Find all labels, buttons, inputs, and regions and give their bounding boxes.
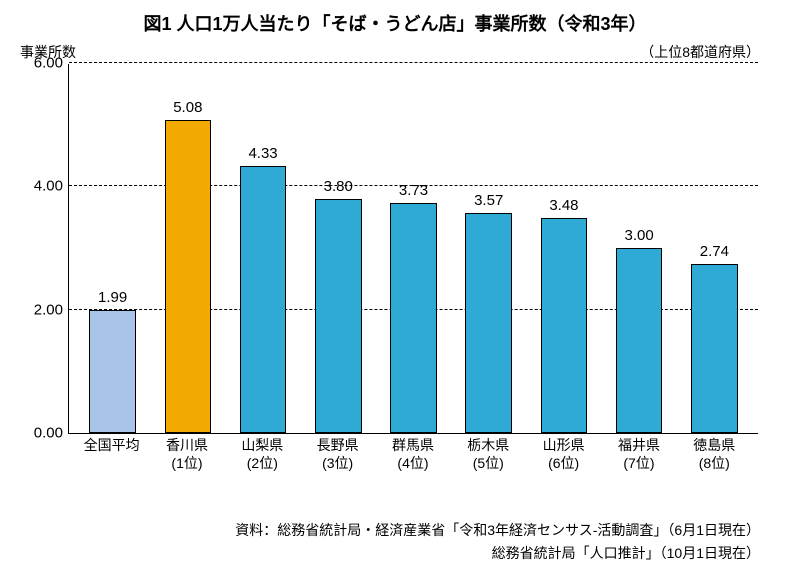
bar-value-label: 2.74 — [700, 243, 729, 260]
bar — [240, 166, 287, 433]
bar-value-label: 3.73 — [399, 182, 428, 199]
bar — [465, 213, 512, 433]
plot-area: 0.002.004.006.00 1.995.084.333.803.733.5… — [68, 64, 758, 434]
bar-value-label: 3.57 — [474, 192, 503, 209]
chart-container: 図1 人口1万人当たり「そば・うどん店」事業所数（令和3年） 事業所数 （上位8… — [20, 10, 770, 564]
x-tick-label: 群馬県(4位) — [375, 436, 450, 472]
category-rank: (5位) — [451, 454, 526, 472]
bar-slot: 1.99 — [75, 64, 150, 433]
chart-footer: 資料：総務省統計局・経済産業省「令和3年経済センサス‐活動調査」（6月1日現在）… — [235, 519, 760, 564]
category-rank: (3位) — [300, 454, 375, 472]
category-name: 徳島県 — [677, 436, 752, 454]
bar-slot: 3.00 — [602, 64, 677, 433]
chart-subtitle: （上位8都道府県） — [640, 42, 760, 62]
category-rank: (2位) — [225, 454, 300, 472]
bar-slot: 5.08 — [150, 64, 225, 433]
bar — [390, 203, 437, 433]
bar-value-label: 5.08 — [173, 99, 202, 116]
category-rank: (4位) — [375, 454, 450, 472]
footer-line-2: 総務省統計局「人口推計」（10月1日現在） — [235, 542, 760, 564]
x-axis-labels: 全国平均香川県(1位)山梨県(2位)長野県(3位)群馬県(4位)栃木県(5位)山… — [68, 436, 758, 472]
bar-value-label: 3.80 — [324, 178, 353, 195]
chart-title: 図1 人口1万人当たり「そば・うどん店」事業所数（令和3年） — [20, 10, 770, 36]
bars-group: 1.99 5.08 4.33 3.80 3.73 3.57 3.48 3.00 2.74 — [69, 64, 758, 433]
y-tick-label: 4.00 — [34, 178, 63, 195]
y-tick-label: 2.00 — [34, 301, 63, 318]
x-tick-label: 徳島県(8位) — [677, 436, 752, 472]
x-tick-label: 香川県(1位) — [149, 436, 224, 472]
bar-value-label: 1.99 — [98, 289, 127, 306]
bar-slot: 3.57 — [451, 64, 526, 433]
bar — [315, 199, 362, 433]
bar-slot: 3.73 — [376, 64, 451, 433]
category-name: 山梨県 — [225, 436, 300, 454]
y-tick-label: 0.00 — [34, 425, 63, 442]
x-tick-label: 山形県(6位) — [526, 436, 601, 472]
x-tick-label: 栃木県(5位) — [451, 436, 526, 472]
bar — [541, 218, 588, 433]
x-tick-label: 福井県(7位) — [601, 436, 676, 472]
category-rank: (8位) — [677, 454, 752, 472]
category-rank: (6位) — [526, 454, 601, 472]
category-rank: (1位) — [149, 454, 224, 472]
category-name: 栃木県 — [451, 436, 526, 454]
bar-slot: 2.74 — [677, 64, 752, 433]
category-name: 長野県 — [300, 436, 375, 454]
category-name: 群馬県 — [375, 436, 450, 454]
gridline — [69, 62, 758, 63]
bar-value-label: 3.00 — [625, 227, 654, 244]
category-rank: (7位) — [601, 454, 676, 472]
x-tick-label: 山梨県(2位) — [225, 436, 300, 472]
footer-line-1: 資料：総務省統計局・経済産業省「令和3年経済センサス‐活動調査」（6月1日現在） — [235, 519, 760, 541]
y-tick-label: 6.00 — [34, 55, 63, 72]
bar-value-label: 3.48 — [549, 197, 578, 214]
bar — [89, 310, 136, 433]
bar-slot: 3.80 — [301, 64, 376, 433]
x-tick-label: 全国平均 — [74, 436, 149, 472]
bar-value-label: 4.33 — [248, 145, 277, 162]
category-name: 山形県 — [526, 436, 601, 454]
bar — [165, 120, 212, 433]
x-tick-label: 長野県(3位) — [300, 436, 375, 472]
category-name: 福井県 — [601, 436, 676, 454]
bar-slot: 4.33 — [225, 64, 300, 433]
category-name: 香川県 — [149, 436, 224, 454]
bar-slot: 3.48 — [526, 64, 601, 433]
bar — [616, 248, 663, 433]
bar — [691, 264, 738, 433]
category-name: 全国平均 — [74, 436, 149, 454]
